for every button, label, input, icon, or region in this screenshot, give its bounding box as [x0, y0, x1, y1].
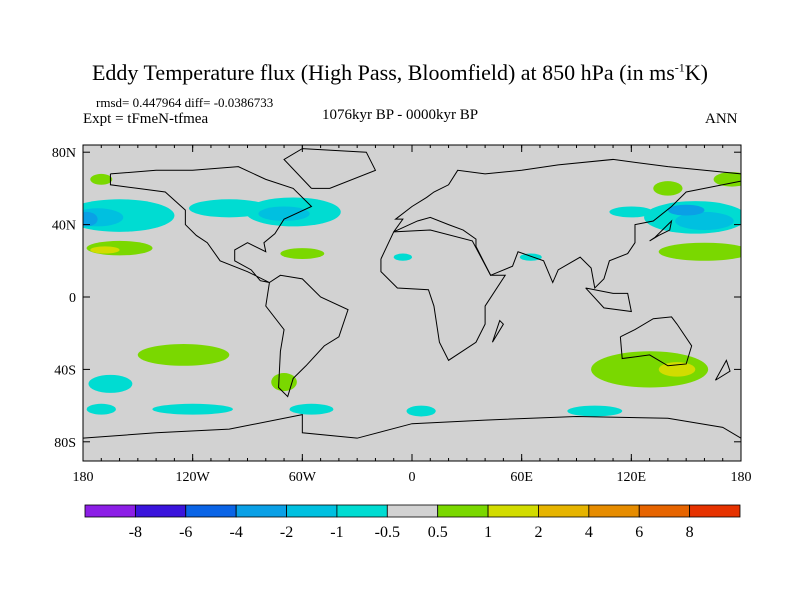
colorbar-label: -6 [179, 524, 192, 541]
coastline [265, 274, 349, 398]
colorbar-label: 1 [484, 524, 492, 541]
colorbar-label: 6 [635, 524, 643, 541]
stats-label: rmsd= 0.447964 diff= -0.0386733 [96, 95, 274, 110]
anomaly-contour [137, 344, 230, 366]
colorbar-box [588, 504, 640, 518]
anomaly-contour [393, 253, 413, 261]
coastline [109, 166, 313, 284]
anomaly-contour [675, 211, 734, 231]
coastline [491, 319, 505, 343]
anomaly-contour [713, 172, 741, 187]
colorbar-label: -2 [280, 524, 293, 541]
x-tick-label: 180 [73, 470, 94, 485]
colorbar-box [134, 504, 187, 518]
colorbar-box [386, 504, 439, 518]
coastline [585, 287, 632, 313]
colorbar-label: -1 [330, 524, 343, 541]
x-tick-label: 0 [409, 470, 416, 485]
period-label: 1076kyr BP - 0000kyr BP [322, 107, 479, 123]
y-tick-label: 80S [54, 436, 76, 451]
map-content [83, 148, 741, 439]
anomaly-contour [667, 204, 705, 216]
x-tick-label: 120E [617, 470, 647, 485]
anomaly-contour [519, 253, 542, 261]
anomaly-contour [406, 405, 436, 417]
x-tick-label: 60E [510, 470, 533, 485]
y-tick-label: 40S [54, 363, 76, 378]
colorbar-label: 4 [585, 524, 593, 541]
coastline [380, 229, 507, 362]
x-tick-label: 60W [289, 470, 317, 485]
anomaly-contour [567, 405, 623, 417]
coastline [619, 316, 693, 367]
anomaly-contour [90, 173, 113, 185]
coastline [714, 359, 731, 381]
x-tick-label: 180 [731, 470, 752, 485]
anomaly-contour [653, 181, 683, 196]
colorbar-box [286, 504, 338, 518]
colorbar-label: -4 [229, 524, 242, 541]
coastline [283, 148, 377, 189]
anomaly-contour [90, 246, 120, 254]
colorbar-label: 0.5 [428, 524, 448, 541]
coastline [83, 414, 741, 439]
anomaly-contour [289, 403, 334, 415]
colorbar-box [336, 504, 388, 518]
y-tick-label: 80N [52, 146, 76, 161]
anomaly-contour [258, 206, 310, 221]
colorbar-label: 2 [534, 524, 542, 541]
experiment-label: Expt = tFmeN-tfmea [83, 111, 209, 127]
colorbar-box [437, 504, 489, 518]
colorbar-box [235, 504, 287, 518]
colorbar-label: -0.5 [375, 524, 400, 541]
colorbar-box [487, 504, 539, 518]
colorbar-box [638, 504, 691, 518]
anomaly-contour [83, 208, 124, 227]
anomaly-contour [86, 403, 116, 415]
anomaly-contour [271, 373, 297, 392]
colorbar-box [84, 504, 136, 518]
coastline [649, 219, 673, 242]
anomaly-contour [152, 403, 233, 415]
anomaly-contour [609, 206, 654, 218]
colorbar-box [538, 504, 590, 518]
colorbar-label: 8 [686, 524, 694, 541]
y-tick-label: 0 [69, 291, 76, 306]
colorbar-label: -8 [129, 524, 142, 541]
anomaly-contour [280, 248, 325, 259]
season-label: ANN [705, 111, 738, 127]
anomaly-contour [658, 362, 696, 377]
chart-title: Eddy Temperature flux (High Pass, Bloomf… [91, 60, 708, 85]
y-tick-label: 40N [52, 219, 76, 234]
anomaly-contour [658, 242, 741, 261]
anomaly-contour [83, 211, 98, 227]
x-tick-label: 120W [176, 470, 211, 485]
anomaly-contour [591, 351, 709, 388]
anomaly-contour [88, 374, 133, 393]
colorbar-box [689, 504, 741, 518]
colorbar-box [185, 504, 237, 518]
